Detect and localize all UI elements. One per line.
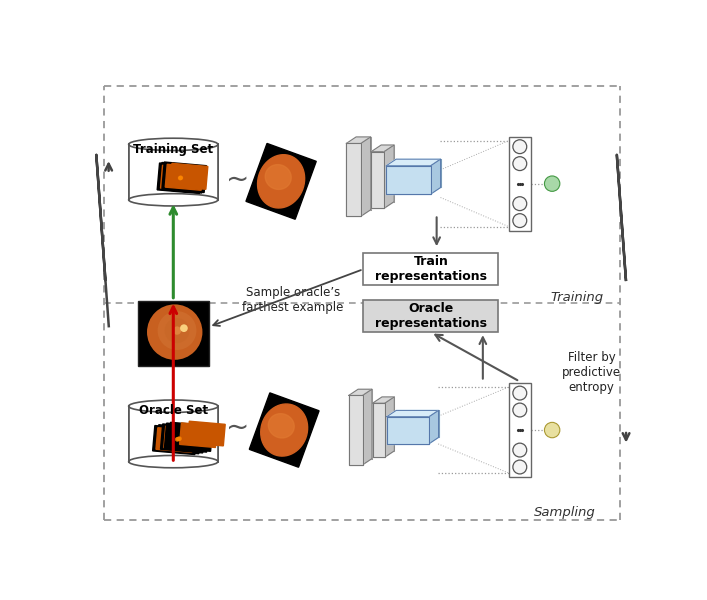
- Circle shape: [176, 437, 180, 442]
- Polygon shape: [396, 410, 438, 437]
- Ellipse shape: [129, 138, 218, 151]
- Polygon shape: [349, 389, 372, 395]
- FancyBboxPatch shape: [129, 145, 218, 200]
- Polygon shape: [165, 164, 203, 190]
- Circle shape: [165, 318, 189, 343]
- Polygon shape: [160, 424, 205, 453]
- Polygon shape: [385, 397, 395, 457]
- Text: Sampling: Sampling: [534, 506, 596, 519]
- Polygon shape: [346, 137, 370, 143]
- Polygon shape: [371, 145, 394, 152]
- Circle shape: [544, 422, 560, 438]
- Text: Sample oracle’s
farthest example: Sample oracle’s farthest example: [242, 286, 344, 314]
- Polygon shape: [187, 421, 226, 446]
- Polygon shape: [385, 145, 394, 208]
- Polygon shape: [387, 416, 429, 443]
- Text: Training: Training: [550, 291, 603, 304]
- Circle shape: [513, 214, 527, 227]
- Polygon shape: [261, 404, 308, 456]
- Polygon shape: [387, 166, 431, 194]
- Polygon shape: [358, 389, 372, 458]
- Circle shape: [513, 197, 527, 211]
- Polygon shape: [265, 164, 291, 190]
- Polygon shape: [168, 422, 213, 451]
- Polygon shape: [381, 145, 394, 202]
- Text: Oracle Set: Oracle Set: [139, 404, 208, 418]
- Polygon shape: [363, 253, 498, 285]
- Polygon shape: [509, 137, 530, 230]
- Text: Filter by
predictive
entropy: Filter by predictive entropy: [562, 351, 621, 394]
- Circle shape: [513, 460, 527, 474]
- Circle shape: [513, 403, 527, 417]
- Ellipse shape: [129, 194, 218, 206]
- FancyBboxPatch shape: [129, 406, 218, 461]
- Polygon shape: [180, 423, 217, 448]
- Polygon shape: [250, 393, 319, 467]
- Polygon shape: [373, 403, 385, 457]
- FancyBboxPatch shape: [129, 406, 218, 461]
- Polygon shape: [363, 389, 372, 464]
- Polygon shape: [156, 428, 194, 452]
- Circle shape: [178, 176, 182, 181]
- Ellipse shape: [129, 455, 218, 468]
- Text: Oracle
representations: Oracle representations: [375, 302, 487, 330]
- Circle shape: [177, 176, 182, 181]
- Polygon shape: [138, 301, 209, 366]
- Circle shape: [513, 386, 527, 400]
- Circle shape: [158, 311, 197, 350]
- Polygon shape: [246, 143, 316, 219]
- Ellipse shape: [129, 400, 218, 412]
- Polygon shape: [157, 163, 201, 194]
- Polygon shape: [165, 423, 209, 452]
- Polygon shape: [172, 424, 209, 449]
- Circle shape: [175, 437, 180, 442]
- Polygon shape: [160, 163, 204, 193]
- Polygon shape: [371, 152, 385, 208]
- Polygon shape: [509, 383, 530, 477]
- Text: Training Set: Training Set: [133, 142, 214, 155]
- Polygon shape: [387, 410, 438, 416]
- FancyBboxPatch shape: [129, 145, 218, 200]
- Polygon shape: [429, 410, 438, 443]
- Polygon shape: [156, 425, 201, 454]
- Polygon shape: [153, 425, 197, 455]
- Polygon shape: [356, 137, 370, 210]
- Circle shape: [513, 443, 527, 457]
- Circle shape: [173, 326, 181, 335]
- Circle shape: [147, 304, 202, 360]
- Polygon shape: [349, 395, 363, 464]
- Polygon shape: [373, 397, 395, 403]
- Circle shape: [513, 140, 527, 154]
- Polygon shape: [164, 426, 201, 451]
- Circle shape: [513, 157, 527, 170]
- Polygon shape: [363, 300, 498, 332]
- Polygon shape: [346, 143, 361, 216]
- Circle shape: [179, 176, 183, 180]
- Polygon shape: [160, 165, 199, 191]
- Circle shape: [544, 176, 560, 191]
- Circle shape: [180, 325, 188, 332]
- Circle shape: [177, 436, 182, 441]
- Polygon shape: [361, 137, 370, 216]
- Polygon shape: [382, 397, 395, 451]
- Polygon shape: [162, 162, 206, 193]
- Circle shape: [173, 438, 177, 442]
- Polygon shape: [257, 155, 305, 208]
- Polygon shape: [396, 159, 440, 187]
- Text: ~: ~: [226, 414, 250, 442]
- Polygon shape: [269, 413, 294, 438]
- Polygon shape: [170, 163, 208, 189]
- Circle shape: [174, 437, 178, 442]
- Text: Train
representations: Train representations: [375, 255, 487, 283]
- Polygon shape: [387, 159, 440, 166]
- Text: ~: ~: [226, 166, 250, 194]
- Polygon shape: [431, 159, 440, 194]
